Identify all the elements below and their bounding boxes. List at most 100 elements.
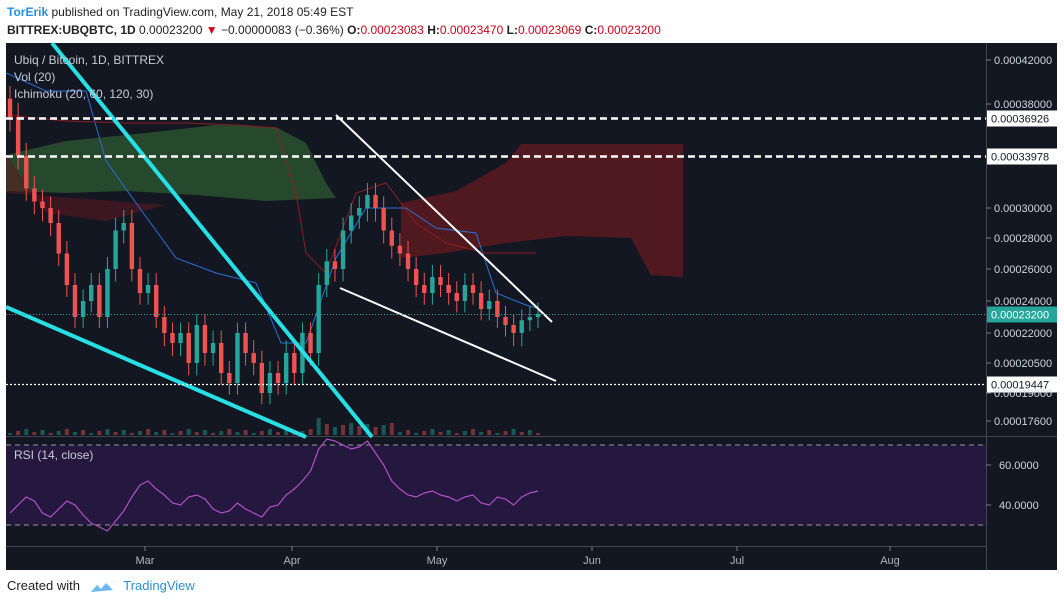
- volume-bar: [194, 432, 199, 435]
- y-tick-label: 0.00028000: [994, 233, 1052, 245]
- volume-bar: [397, 432, 402, 435]
- volume-bar: [332, 427, 337, 435]
- chart-area[interactable]: 0.00036926 0.00033978 0.00023200 0.00019447…: [5, 41, 1057, 570]
- candle-body: [89, 285, 94, 301]
- candle-body: [170, 333, 175, 343]
- candle-body: [397, 245, 403, 254]
- volume-bar: [243, 430, 248, 435]
- volume-bar: [72, 432, 77, 435]
- volume-bar: [251, 433, 256, 435]
- candle-body: [267, 373, 273, 393]
- candle-body: [80, 301, 86, 317]
- volume-bar: [381, 425, 386, 435]
- rsi-line: [9, 438, 539, 532]
- volume-bar: [406, 430, 411, 435]
- y-tick-label: 0.00030000: [994, 203, 1052, 215]
- candle-body: [97, 285, 102, 317]
- candles: [7, 86, 541, 405]
- candle-body: [186, 333, 191, 363]
- volume-bar: [48, 433, 53, 435]
- candle-body: [535, 313, 541, 317]
- candle-body: [478, 293, 484, 309]
- candle-body: [316, 285, 321, 353]
- price-chart-svg[interactable]: 0.00036926 0.00033978 0.00023200 0.00019447…: [5, 41, 1057, 570]
- volume-bar: [389, 423, 394, 435]
- volume-bar: [186, 429, 191, 435]
- publish-line: TorErik published on TradingView.com, Ma…: [7, 5, 353, 19]
- volume-bar: [487, 430, 492, 435]
- y-tick-label: 0.00024000: [994, 296, 1052, 308]
- created-with-text: Created with: [7, 578, 80, 593]
- rsi-legend: RSI (14, close): [14, 448, 94, 462]
- last-price-text: 0.00023200: [991, 310, 1049, 322]
- candle-body: [162, 317, 167, 333]
- publish-header: TorErik published on TradingView.com, Ma…: [0, 0, 1064, 42]
- candle-body: [413, 269, 419, 285]
- last-price-box: [987, 306, 1057, 323]
- candle-body: [332, 261, 338, 269]
- symbol-label: BITTREX:UBQBTC, 1D: [7, 23, 136, 37]
- candle-body: [145, 285, 151, 293]
- volume-bar: [316, 418, 321, 435]
- candle-body: [235, 333, 240, 383]
- volume-bar: [113, 432, 118, 435]
- candle-body: [137, 269, 143, 293]
- candle-body: [202, 325, 208, 353]
- y-tick-label: 0.00020500: [994, 358, 1052, 370]
- rsi-pane: 60.0000 40.0000: [6, 438, 1039, 532]
- volume-bar: [162, 430, 167, 435]
- candle-body: [48, 208, 53, 223]
- tradingview-logo-icon[interactable]: [90, 580, 114, 594]
- down-arrow-icon: ▼: [205, 23, 218, 37]
- candle-body: [519, 320, 524, 333]
- y-tick-label: 0.00017600: [994, 416, 1052, 428]
- volume-bar: [422, 431, 427, 435]
- author-name[interactable]: TorErik: [7, 5, 49, 19]
- candle-body: [308, 333, 313, 353]
- white-wedge-lower: [339, 287, 557, 382]
- candle-body: [357, 208, 362, 216]
- volume-bar: [454, 433, 459, 435]
- volume-bar: [536, 433, 540, 435]
- volume-bar: [259, 431, 264, 435]
- volume-bar: [154, 432, 159, 435]
- volume-bar: [349, 423, 354, 435]
- axes: Mar Apr May Jun Jul Aug 0.00042000 0.00038000 0.…: [136, 55, 1053, 567]
- candle-body: [430, 277, 435, 293]
- volume-bar: [81, 430, 86, 435]
- price-label-box: [987, 148, 1057, 165]
- volume-bar: [227, 429, 232, 435]
- horizontal-lines[interactable]: 0.00036926 0.00033978 0.00023200 0.00019447: [6, 110, 1057, 393]
- rsi-tick-label: 40.0000: [999, 500, 1039, 512]
- tradingview-link[interactable]: TradingView: [123, 578, 195, 593]
- low-label: L:: [506, 23, 518, 37]
- trend-lines[interactable]: [5, 41, 557, 439]
- volume-bar: [527, 430, 532, 435]
- volume-bar: [121, 430, 126, 435]
- volume-bar: [519, 432, 524, 435]
- candle-body: [292, 353, 297, 373]
- y-tick-label: 0.00026000: [994, 264, 1052, 276]
- candle-body: [113, 230, 118, 269]
- vol-legend: Vol (20): [14, 70, 56, 84]
- volume-bar: [178, 431, 183, 435]
- volume-bar: [202, 430, 207, 435]
- volume-bar: [64, 429, 69, 435]
- volume-bar: [414, 433, 419, 435]
- volume-bar: [146, 429, 151, 435]
- high-value: 0.00023470: [439, 23, 504, 37]
- volume-bar: [219, 431, 224, 435]
- candle-body: [422, 285, 427, 293]
- candle-body: [454, 293, 459, 301]
- volume-bar: [438, 432, 443, 435]
- cloud-green: [6, 125, 336, 201]
- volume-bar: [129, 433, 134, 435]
- y-tick-label: 0.00019000: [994, 388, 1052, 400]
- candle-body: [503, 317, 508, 325]
- price-label-text: 0.00033978: [991, 152, 1049, 164]
- candle-body: [154, 285, 159, 317]
- candle-body: [348, 215, 354, 231]
- volume-bar: [503, 431, 508, 435]
- price-label-box: [987, 376, 1057, 393]
- candle-body: [7, 98, 13, 117]
